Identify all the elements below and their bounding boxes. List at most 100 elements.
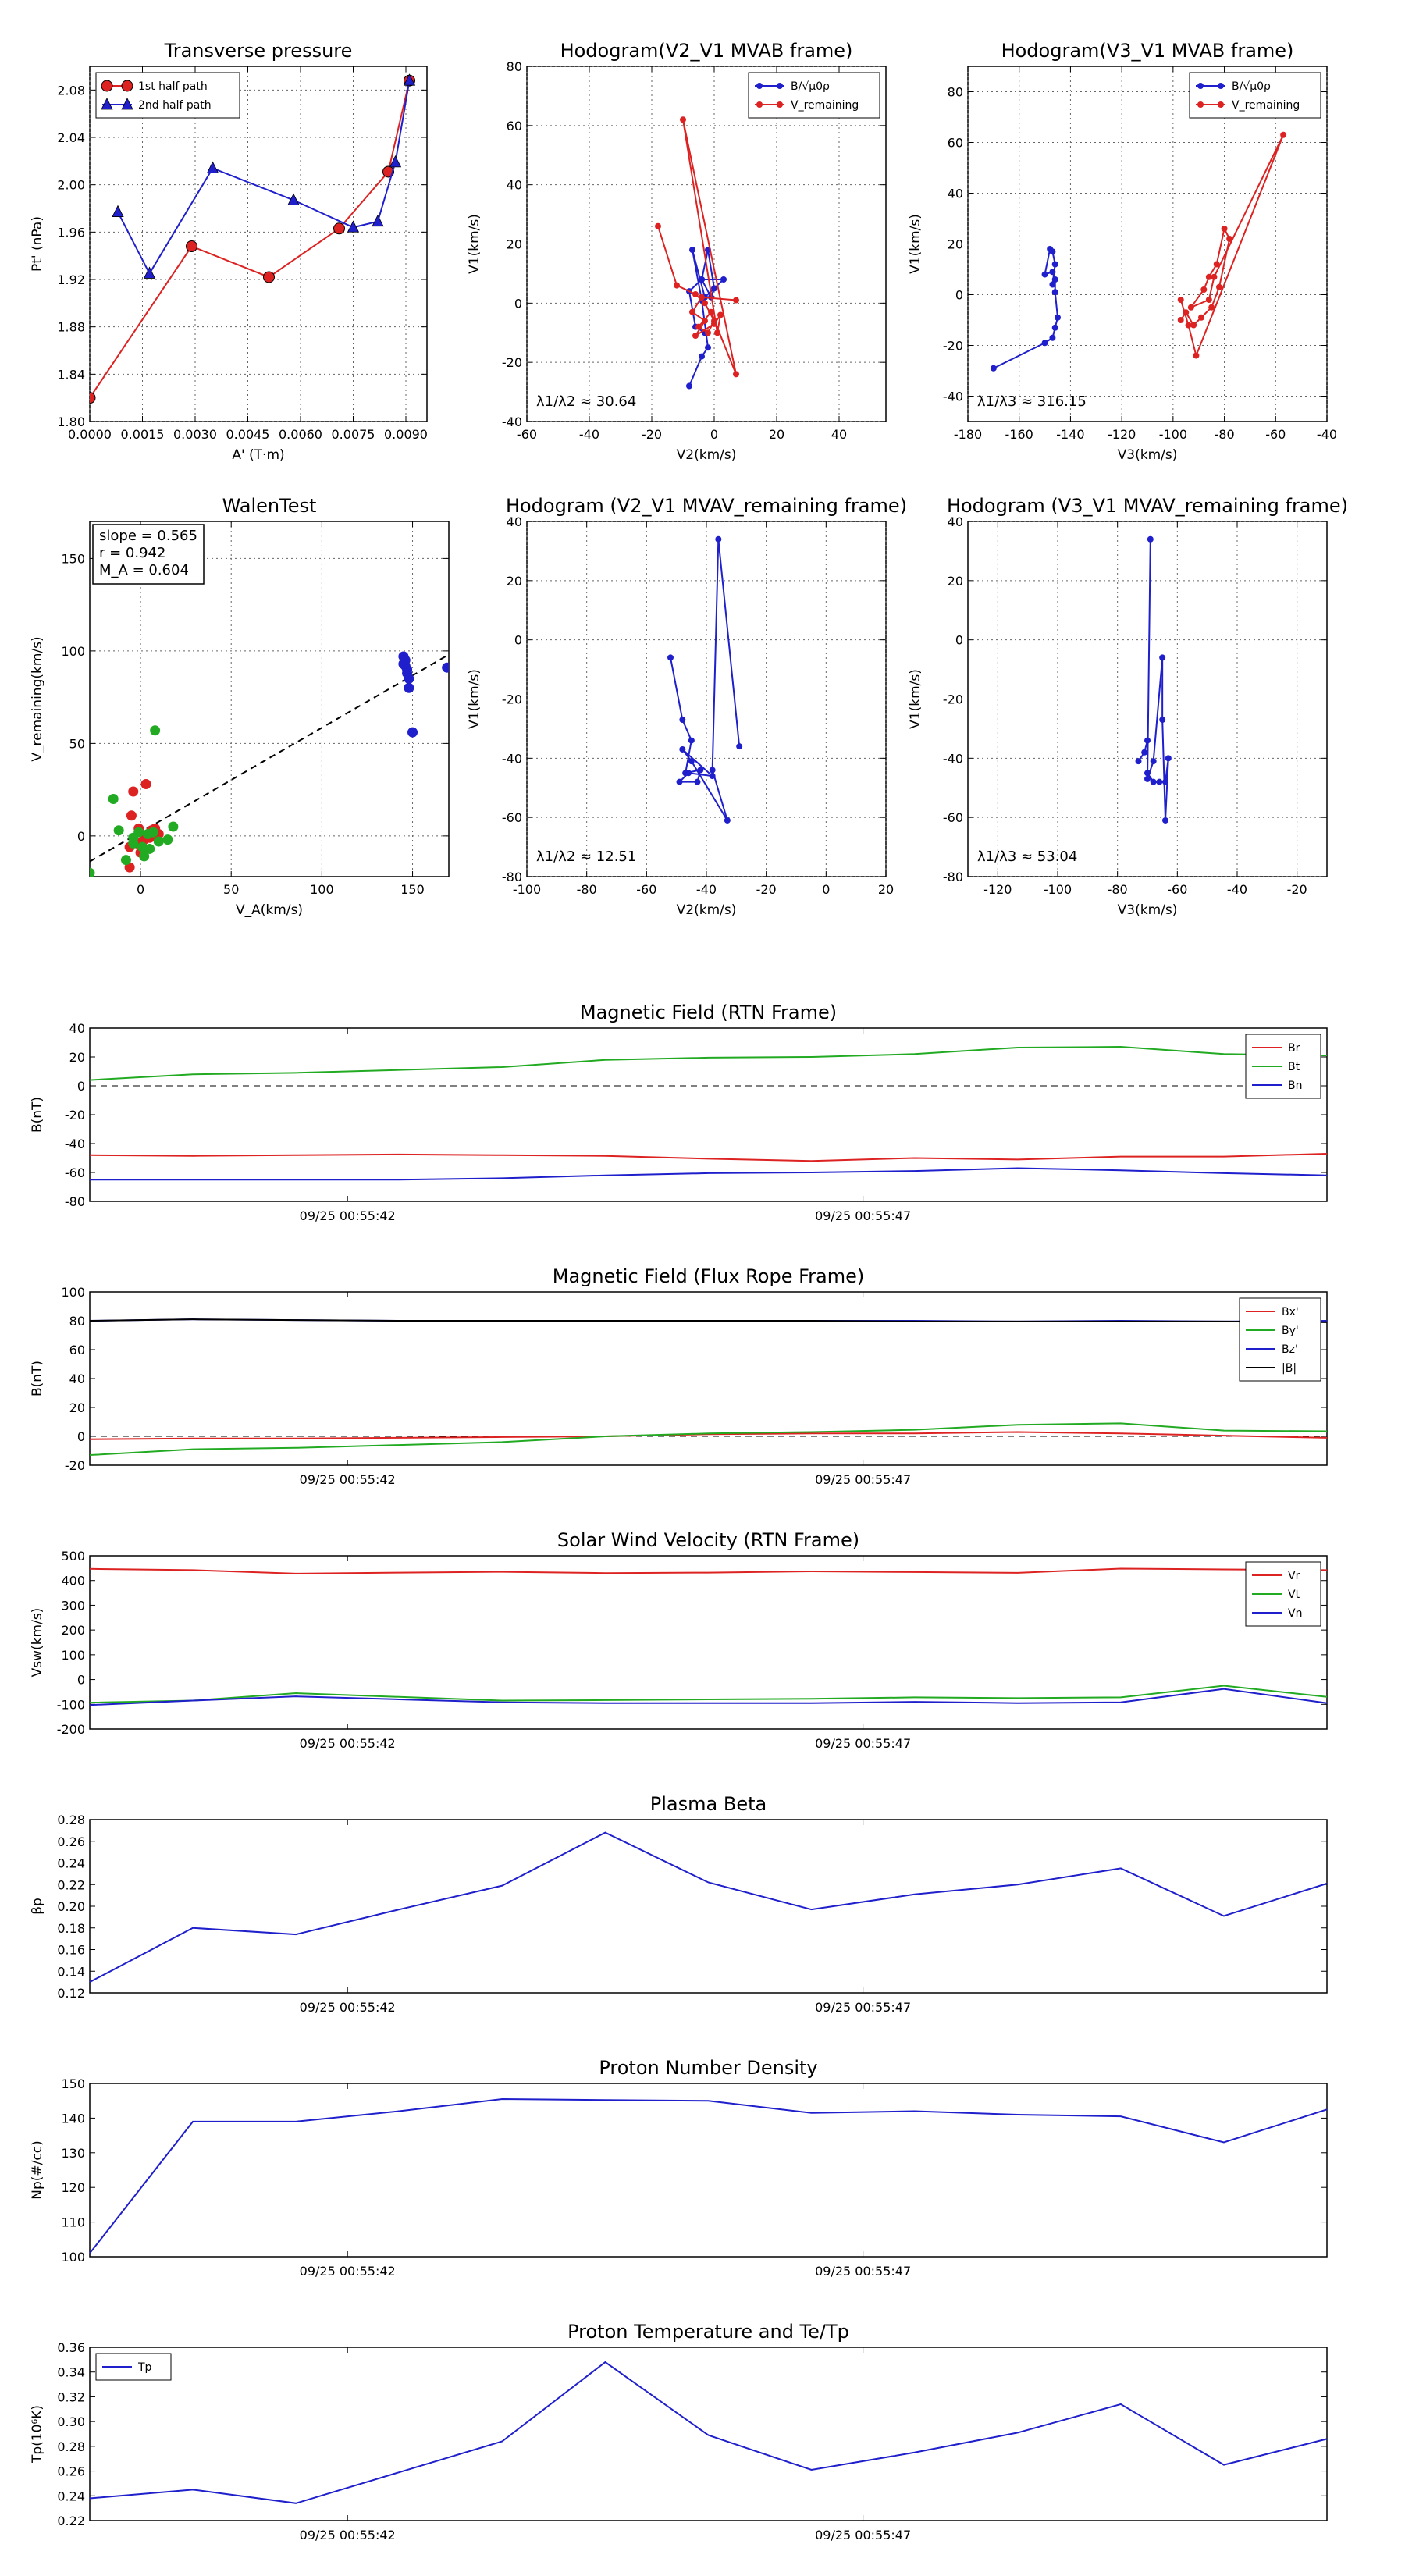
- h1-ytick-label: 40: [507, 178, 522, 193]
- tp-ytick-label: 1.96: [57, 225, 85, 240]
- h1-xtick-label: -40: [579, 427, 599, 442]
- h4-xtick-label: -40: [1227, 882, 1247, 897]
- np-ytick-label: 120: [61, 2180, 85, 2195]
- h4-ytick-label: 20: [948, 574, 963, 589]
- h1-series-1-point: [702, 300, 708, 307]
- vel-legend: Vr Vt Vn: [1245, 1561, 1321, 1627]
- bfield-series-Bt-line: [89, 1046, 1328, 1081]
- h4-annotation: λ1/λ3 ≈ 53.04: [977, 849, 1077, 865]
- h1-legend-label: B/√μ0ρ: [791, 80, 830, 93]
- h3-series-0-point: [688, 758, 695, 765]
- vel-plot-frame: [89, 1555, 1328, 1730]
- h2-ytick-label: 0: [955, 288, 963, 303]
- beta-ytick-label: 0.22: [57, 1877, 85, 1892]
- tp_temp-ytick-label: 0.26: [57, 2464, 85, 2479]
- bfield-ytick-label: -80: [65, 1194, 85, 1209]
- walen-xlabel: V_A(km/s): [236, 902, 303, 918]
- walen-stats-frame: [92, 524, 205, 585]
- bfield-series-Bn-line: [90, 1167, 1328, 1181]
- h1-series-1-point: [692, 333, 699, 340]
- h4-plot-area: [1135, 535, 1172, 824]
- walen-chart: WalenTest 0 50 100 150 0 50 100 150 V_A(km/s) V_re…: [30, 495, 450, 918]
- bfr-ytick-label: 20: [69, 1400, 85, 1415]
- h2-series-0-point: [1041, 340, 1048, 347]
- bfr-ytick-label: -20: [65, 1458, 85, 1473]
- bfield-ytick-label: 0: [77, 1079, 85, 1094]
- tp_temp-ytick-label: 0.30: [57, 2414, 85, 2429]
- h3-plot-area: [667, 535, 743, 824]
- h2-series-1-point: [1208, 304, 1215, 311]
- h4-title: Hodogram (V3_V1 MVAV_remaining frame): [947, 495, 1348, 517]
- np-series-Np-line: [89, 2097, 1328, 2254]
- h2-legend-marker: [1218, 83, 1224, 89]
- h1-series-1-point: [702, 318, 708, 325]
- h4-xtick-label: -100: [1044, 882, 1072, 897]
- vel-ytick-label: -200: [57, 1722, 85, 1737]
- h1-series-0-point: [711, 285, 717, 292]
- walen-ytick-label: 0: [77, 829, 85, 844]
- h3-title: Hodogram (V2_V1 MVAV_remaining frame): [506, 495, 907, 517]
- h1-series-1-point: [692, 290, 699, 297]
- h4-series-0-point: [1156, 778, 1163, 785]
- h3-ytick-label: -60: [502, 810, 522, 825]
- walen-point: [128, 832, 139, 843]
- tp_temp-plot-frame: [89, 2347, 1328, 2521]
- h2-ytick-label: 20: [948, 237, 963, 252]
- h1-xtick-label: 40: [831, 427, 847, 442]
- bfield-xtick-label: 09/25 00:55:47: [815, 1208, 911, 1223]
- tp-legend-marker: [121, 98, 133, 110]
- bfield-title: Magnetic Field (RTN Frame): [580, 1002, 837, 1023]
- h2-xtick-label: -100: [1159, 427, 1187, 442]
- h2-series-1-point: [1211, 273, 1218, 280]
- h1-series-1-point: [708, 308, 714, 315]
- h2-series-1-point: [1190, 322, 1197, 329]
- beta-ytick-label: 0.28: [57, 1813, 85, 1827]
- tp_temp-ytick-label: 0.28: [57, 2439, 85, 2454]
- h2-ytick-label: 80: [948, 85, 963, 100]
- h3-series-0-point: [694, 778, 701, 785]
- np-ytick-label: 110: [61, 2215, 85, 2230]
- h1-legend-box: [748, 72, 880, 119]
- h2-series-1-point: [1216, 283, 1222, 290]
- bfield-plot-frame: [89, 1027, 1328, 1202]
- h3-xtick-label: -40: [696, 882, 717, 897]
- h4-series-0-point: [1135, 758, 1142, 765]
- walen-point: [404, 673, 414, 684]
- walen-xtick-label: 0: [137, 882, 144, 897]
- h2-series-0-point: [1041, 271, 1048, 278]
- h2-series-1-point: [1183, 309, 1190, 316]
- vel-ytick-label: 200: [61, 1623, 85, 1638]
- tp-legend-marker: [101, 98, 113, 110]
- h4-series-0-point: [1150, 778, 1157, 785]
- bfield-ytick-label: 20: [69, 1050, 85, 1065]
- h1-legend-marker: [777, 83, 783, 89]
- h2-series-0-point: [1049, 334, 1056, 341]
- bfr-ytick-label: 100: [61, 1285, 85, 1300]
- beta-ytick-label: 0.20: [57, 1899, 85, 1914]
- h3-series-0-point: [679, 745, 686, 753]
- walen-point: [442, 662, 449, 673]
- h2-ytick-label: -40: [943, 390, 963, 404]
- h1-series-1-point: [717, 311, 724, 318]
- h2-legend: B/√μ0ρ V_remaining: [1189, 72, 1321, 119]
- vel-title: Solar Wind Velocity (RTN Frame): [557, 1529, 859, 1551]
- beta-title: Plasma Beta: [650, 1793, 767, 1815]
- h4-xtick-label: -20: [1287, 882, 1307, 897]
- h1-ytick-label: 0: [514, 296, 522, 311]
- h2-series-1-point: [1221, 226, 1228, 232]
- vel-legend-label: Vt: [1288, 1589, 1300, 1601]
- h2-series-1-point: [1177, 297, 1184, 303]
- tp-ylabel: Pt' (nPa): [30, 216, 45, 272]
- h4-chart: Hodogram (V3_V1 MVAV_remaining frame) -80…: [908, 495, 1348, 918]
- bfield-chart: Magnetic Field (RTN Frame) -80 -60 -40 -20 0 2…: [30, 1002, 1328, 1223]
- vel-legend-label: Vn: [1288, 1607, 1302, 1620]
- h1-series-1-point: [711, 320, 717, 327]
- np-ytick-label: 130: [61, 2146, 85, 2161]
- h1-series-1-point: [689, 308, 695, 315]
- h3-series-0-point: [715, 535, 722, 543]
- h4-ytick-label: -80: [943, 870, 963, 884]
- tp-series-1-point: [372, 214, 384, 227]
- h3-series-0-point: [736, 743, 743, 750]
- h2-series-1-point: [1185, 322, 1192, 329]
